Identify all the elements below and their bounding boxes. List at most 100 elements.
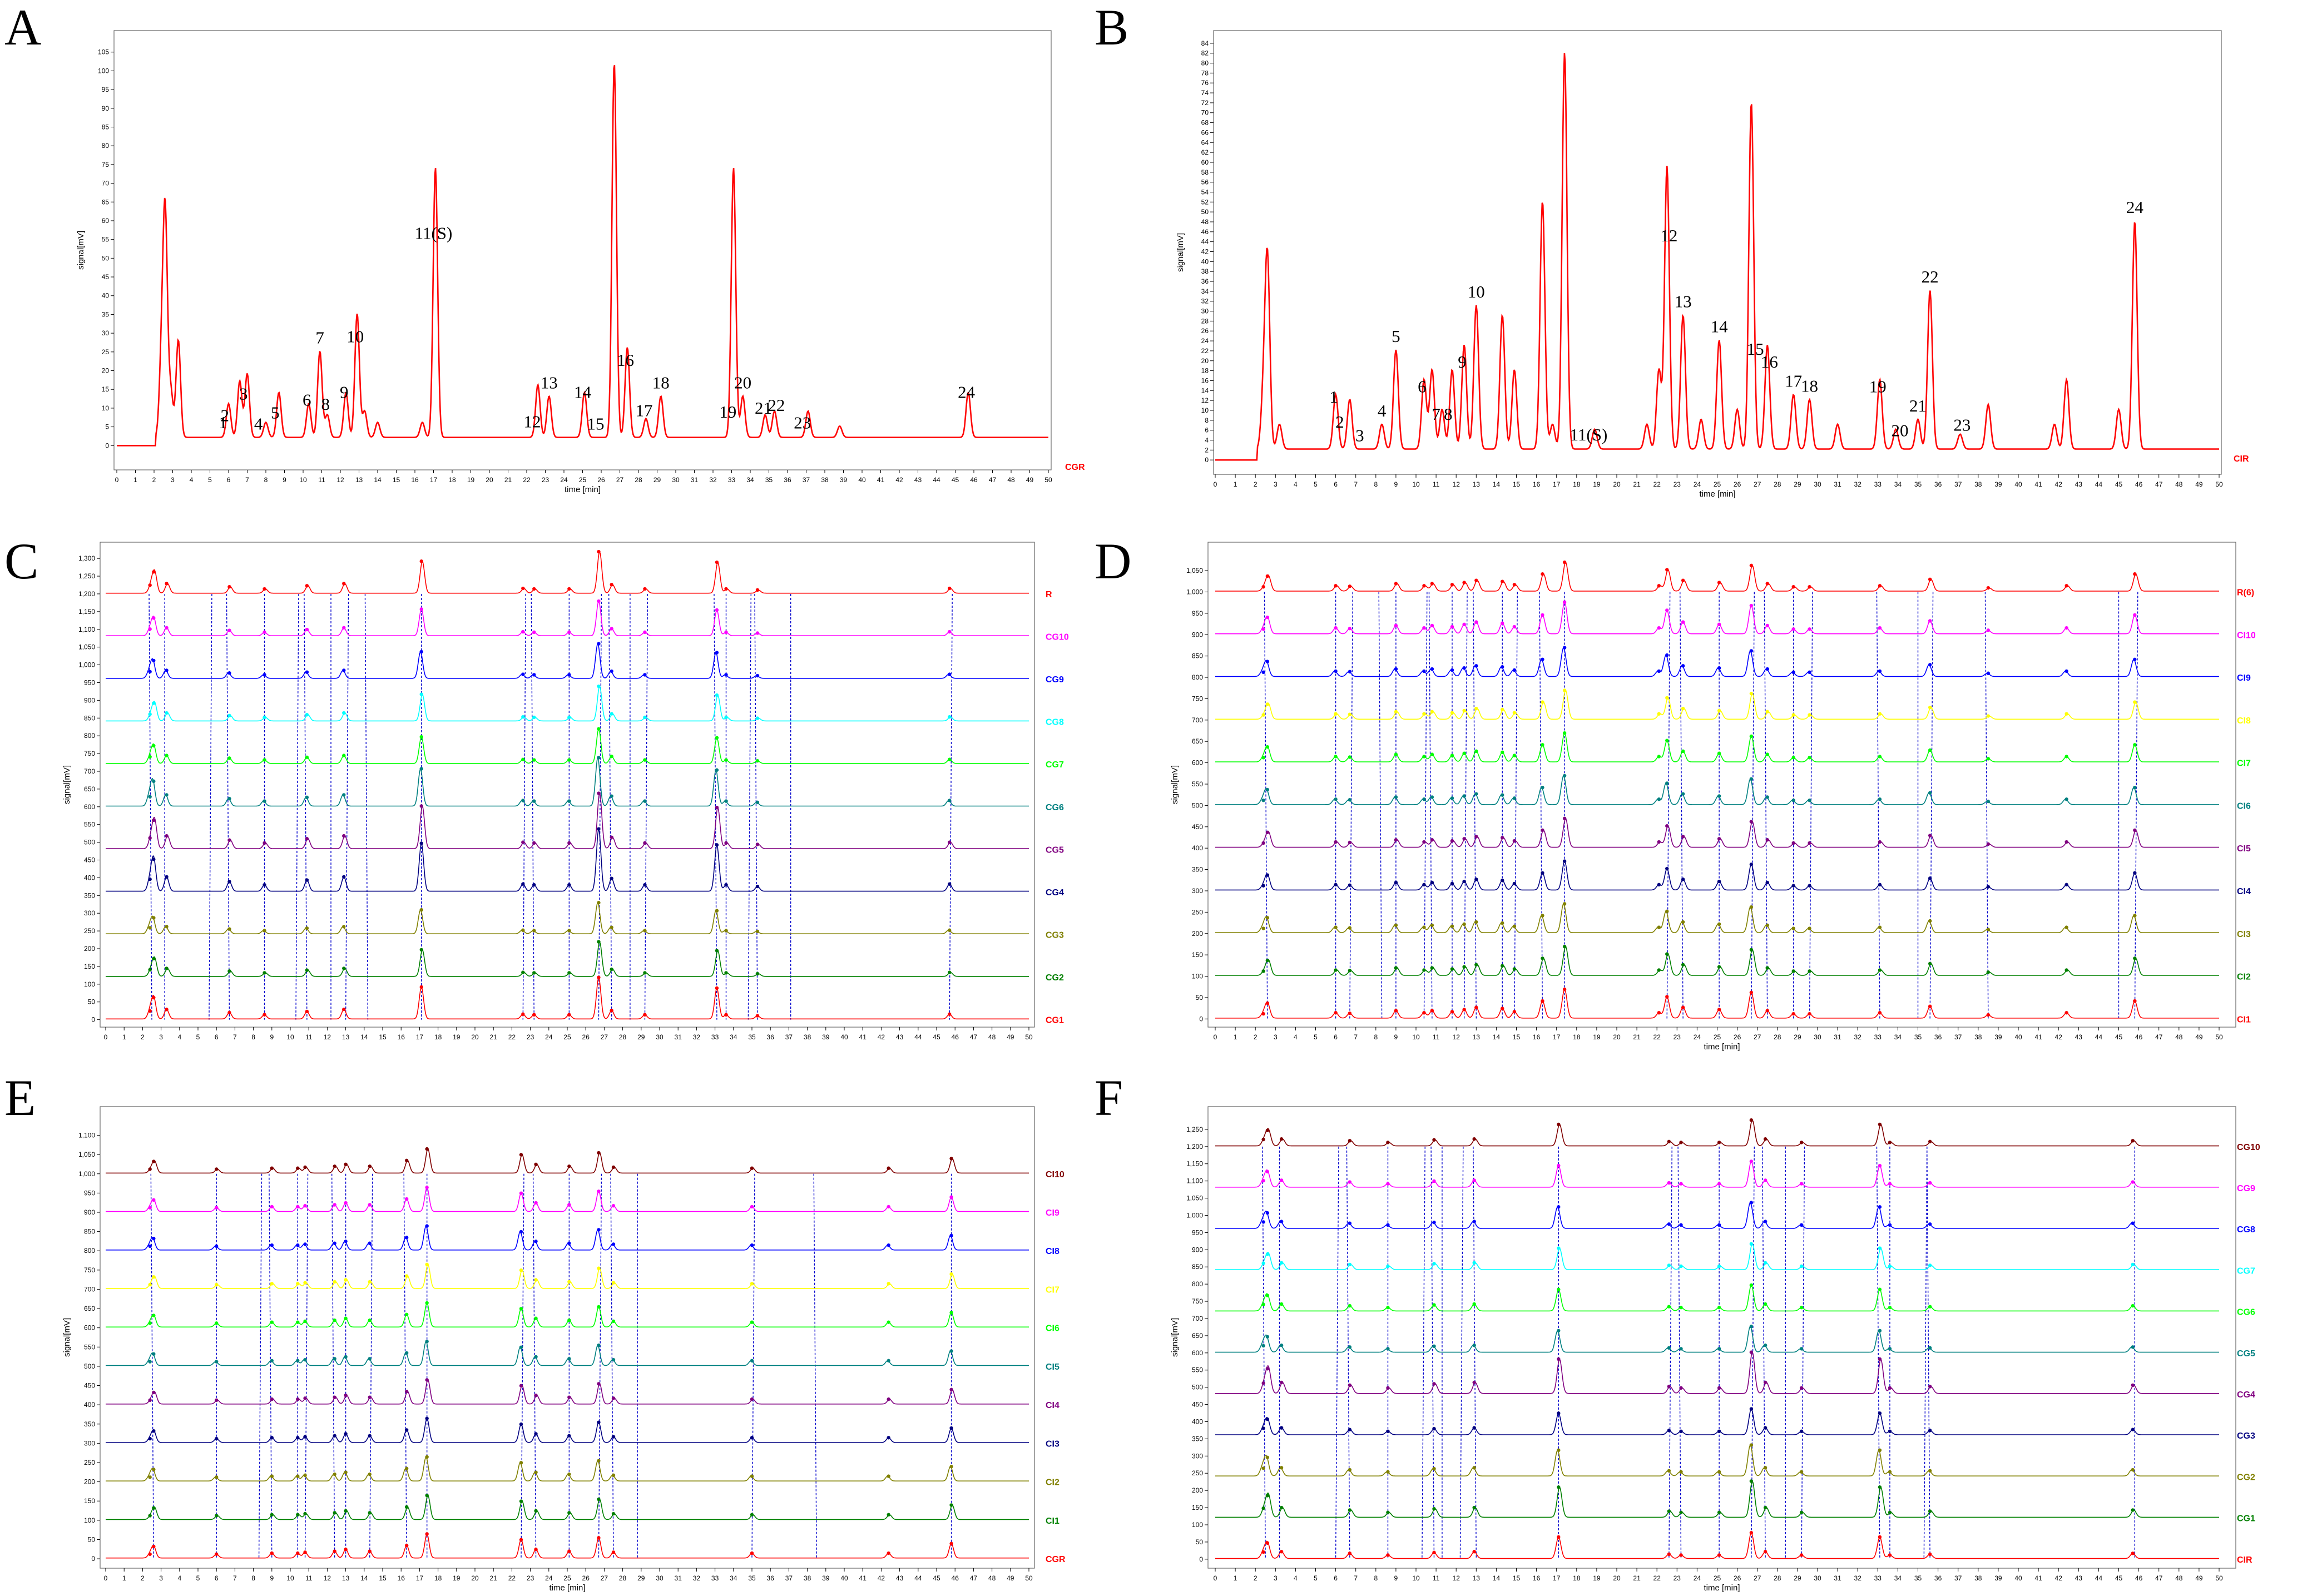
peak-marker <box>611 1511 616 1516</box>
peak-marker <box>333 1203 336 1207</box>
x-tick-label: 34 <box>730 1574 737 1582</box>
peak-marker <box>948 715 952 719</box>
peak-marker <box>303 1435 307 1439</box>
peak-marker <box>419 767 423 771</box>
alignment-line <box>1764 592 1768 1019</box>
peak-marker <box>1928 748 1932 752</box>
alignment-line <box>751 1173 755 1559</box>
peak-marker <box>1474 792 1478 796</box>
peak-marker <box>1261 1137 1265 1142</box>
y-tick-label: 10 <box>1201 407 1209 414</box>
peak-marker <box>1422 840 1426 844</box>
series-label: CG4 <box>1046 888 1064 898</box>
peak-marker <box>1791 969 1795 973</box>
series-line-ci2 <box>106 1456 1029 1481</box>
peak-marker <box>2133 572 2137 576</box>
peak-number-label: 20 <box>734 373 751 392</box>
peak-marker <box>1667 1552 1671 1557</box>
peak-marker <box>567 673 571 677</box>
peak-marker <box>597 901 601 905</box>
peak-marker <box>611 1242 616 1246</box>
y-tick-label: 40 <box>102 292 110 300</box>
peak-marker <box>419 735 423 739</box>
peak-marker <box>368 1164 372 1168</box>
peak-marker <box>715 805 719 810</box>
peak-marker <box>368 1549 372 1553</box>
y-tick-label: 4 <box>1205 436 1209 444</box>
peak-marker <box>1348 584 1352 588</box>
x-tick-label: 43 <box>896 1574 904 1582</box>
y-tick-label: 1,050 <box>1186 567 1203 574</box>
peak-marker <box>611 1204 616 1208</box>
y-tick-label: 200 <box>84 1478 95 1486</box>
peak-marker <box>1749 1201 1754 1205</box>
peak-marker <box>750 1359 754 1363</box>
peak-marker <box>755 842 760 846</box>
y-tick-label: 0 <box>1205 456 1209 464</box>
peak-marker <box>404 1236 409 1240</box>
peak-marker <box>521 882 525 886</box>
y-tick-label: 250 <box>1192 908 1203 916</box>
x-tick-label: 35 <box>765 476 773 484</box>
x-tick-label: 12 <box>1453 480 1460 488</box>
peak-marker <box>1665 995 1669 999</box>
peak-marker <box>1541 828 1544 832</box>
peak-marker <box>597 1228 601 1232</box>
series-label: CG3 <box>1046 930 1064 940</box>
peak-marker <box>1348 1345 1352 1349</box>
peak-marker <box>597 940 601 944</box>
peak-marker <box>1261 1302 1265 1306</box>
peak-marker <box>1878 712 1882 716</box>
x-tick-label: 6 <box>215 1033 219 1041</box>
alignment-line <box>150 1173 155 1559</box>
x-tick-label: 37 <box>785 1033 793 1041</box>
peak-marker <box>165 1007 169 1012</box>
peak-marker <box>333 1472 336 1476</box>
peak-marker <box>305 627 309 632</box>
peak-marker <box>152 1159 156 1163</box>
plot-frame <box>1213 30 2222 475</box>
y-tick-label: 650 <box>1192 737 1203 745</box>
peak-marker <box>404 1312 409 1317</box>
y-tick-label: 18 <box>1201 367 1209 375</box>
peak-marker <box>567 715 571 720</box>
alignment-line <box>522 593 526 1020</box>
peak-marker <box>1541 700 1544 704</box>
x-tick-label: 44 <box>2095 1033 2103 1041</box>
peak-marker <box>1665 568 1669 572</box>
peak-marker <box>1472 1380 1476 1385</box>
x-tick-label: 17 <box>416 1033 424 1041</box>
peak-marker <box>1763 1302 1768 1306</box>
series-line-ci9 <box>106 1186 1029 1212</box>
x-tick-label: 32 <box>693 1574 701 1582</box>
peak-marker <box>1512 796 1517 800</box>
peak-marker <box>750 1320 754 1324</box>
series-line-cg2 <box>1215 1444 2219 1476</box>
peak-marker <box>368 1280 372 1284</box>
peak-marker <box>1878 1448 1882 1453</box>
peak-marker <box>643 929 647 933</box>
peak-marker <box>1765 923 1769 927</box>
peak-marker <box>534 1547 538 1552</box>
peak-marker <box>949 1233 953 1238</box>
peak-marker <box>404 1390 409 1394</box>
peak-marker <box>1657 925 1661 929</box>
alignment-line <box>148 593 152 1020</box>
x-tick-label: 30 <box>1814 480 1821 488</box>
peak-marker <box>611 1357 616 1362</box>
peak-marker <box>724 971 728 975</box>
peak-marker <box>1394 880 1398 885</box>
peak-marker <box>227 584 231 589</box>
peak-marker <box>724 715 728 720</box>
series-line-cg5 <box>1215 1325 2219 1353</box>
peak-marker <box>296 1243 300 1247</box>
y-tick-label: 200 <box>1192 930 1203 938</box>
peak-marker <box>1501 836 1504 840</box>
peak-marker <box>342 711 346 715</box>
x-tick-label: 24 <box>545 1033 553 1041</box>
peak-marker <box>1394 795 1398 799</box>
peak-marker <box>1986 928 1991 931</box>
peak-marker <box>1717 1429 1721 1434</box>
peak-marker <box>1279 1137 1284 1141</box>
peak-marker <box>1717 708 1721 713</box>
